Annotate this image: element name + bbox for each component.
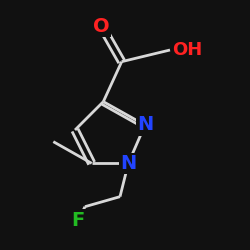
Text: N: N [137, 116, 153, 134]
Text: OH: OH [172, 41, 203, 59]
Text: N: N [120, 154, 136, 173]
Text: F: F [72, 210, 85, 230]
Text: O: O [93, 17, 110, 36]
